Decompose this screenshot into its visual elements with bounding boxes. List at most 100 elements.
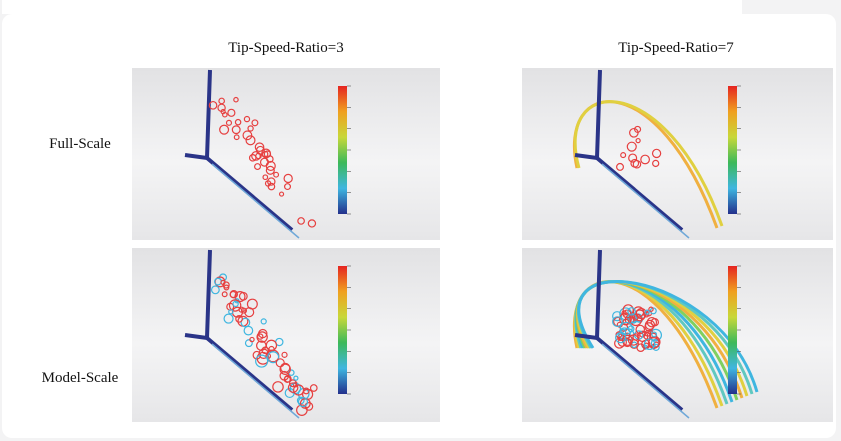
vortex-blob [279, 370, 290, 381]
vortex-blob [240, 307, 248, 314]
vortex-blob [262, 174, 269, 181]
vortex-blob [235, 315, 243, 323]
vortex-blob [626, 141, 637, 152]
vortex-blob [225, 119, 233, 126]
vortex-blob [223, 284, 230, 291]
vortex-blob [210, 285, 220, 295]
vortex-blob [651, 148, 662, 159]
vortex-blob [651, 331, 658, 338]
vortex-blob [635, 324, 646, 335]
vortex-blob [621, 334, 633, 346]
column-title: Tip-Speed-Ratio=7 [618, 40, 734, 56]
vortex-blob [293, 375, 299, 381]
vortex-blob [648, 306, 654, 312]
vortex-blob [234, 118, 242, 126]
vortex-blob [243, 115, 251, 123]
panel-background [522, 248, 833, 422]
vortex-blob [228, 309, 234, 315]
vortex-blob [249, 336, 255, 343]
vortex-blob [287, 382, 299, 393]
vortex-blob [227, 108, 236, 117]
vortex-blob [219, 124, 230, 135]
blade [595, 336, 684, 412]
vortex-blob [622, 318, 630, 326]
vortex-blob [620, 328, 627, 335]
colorbar [728, 266, 737, 394]
colorbar [728, 86, 737, 214]
vortex-blob [232, 300, 239, 308]
vortex-blob [635, 137, 641, 144]
blade-edge [601, 163, 690, 239]
vortex-blob [245, 135, 256, 146]
vortex-blob [283, 375, 291, 383]
vortex-blob [265, 165, 275, 175]
vortex-blob [632, 333, 640, 341]
vortex-blob [284, 183, 292, 191]
blade-edge [601, 343, 690, 419]
vortex-blob [636, 343, 646, 352]
vortex-blob [619, 321, 633, 335]
vortex-blob [243, 325, 254, 336]
row-label: Model-Scale [42, 370, 119, 386]
simulation-panel [522, 68, 833, 240]
vortex-blob [297, 217, 305, 225]
vortex-blob [620, 152, 627, 159]
vortex-blob [297, 396, 309, 408]
vortex-blob [221, 291, 228, 298]
vortex-blob [309, 384, 318, 392]
panel-background [522, 68, 833, 240]
vortex-blob [275, 358, 285, 368]
vortex-blob [646, 316, 658, 328]
vortex-blob [293, 384, 305, 396]
panel-background [132, 68, 440, 240]
vortex-blob [251, 119, 259, 127]
blade [205, 336, 294, 412]
simulation-panel [132, 248, 440, 422]
vortex-blob [247, 125, 254, 132]
vortex-blob [229, 290, 237, 299]
blade [205, 156, 294, 232]
vortex-blob [267, 177, 276, 186]
vortex-filament [573, 100, 724, 227]
card-top [2, 0, 742, 14]
colorbar [338, 86, 347, 214]
vortex-blob [244, 307, 255, 318]
vortex-blob [254, 163, 262, 171]
panel-background [132, 248, 440, 422]
blade-edge [211, 343, 300, 419]
vortex-blob [267, 182, 276, 191]
vortex-blob [251, 151, 261, 161]
simulation-panel [132, 68, 440, 240]
vortex-blob [257, 333, 264, 340]
vortex-blob [288, 379, 297, 388]
vortex-blob [242, 130, 253, 141]
vortex-blob [233, 96, 239, 103]
vortex-blob [220, 108, 226, 115]
vortex-blob [223, 313, 234, 324]
vortex-blob [238, 291, 248, 301]
vortex-blob [218, 97, 226, 105]
vortex-blob [220, 279, 226, 285]
vortex-blob [628, 153, 638, 163]
vortex-blob [272, 381, 284, 393]
vortex-blob [279, 363, 291, 375]
vortex-blob [281, 351, 288, 358]
vortex-blob [228, 299, 242, 312]
vortex-blob [260, 318, 267, 325]
blade [595, 156, 684, 232]
vortex-blob [640, 154, 650, 165]
vortex-blob [283, 173, 293, 184]
column-title: Tip-Speed-Ratio=3 [228, 40, 343, 56]
vortex-blob [231, 125, 241, 135]
vortex-blob [278, 191, 285, 197]
vortex-blob [265, 160, 276, 172]
simulation-panel [522, 248, 833, 422]
vortex-blob [248, 153, 257, 162]
vortex-blob [307, 219, 317, 228]
vortex-blob [273, 171, 280, 178]
vortex-blob [233, 134, 240, 141]
vortex-blob [622, 309, 632, 319]
vortex-blob [208, 100, 218, 110]
